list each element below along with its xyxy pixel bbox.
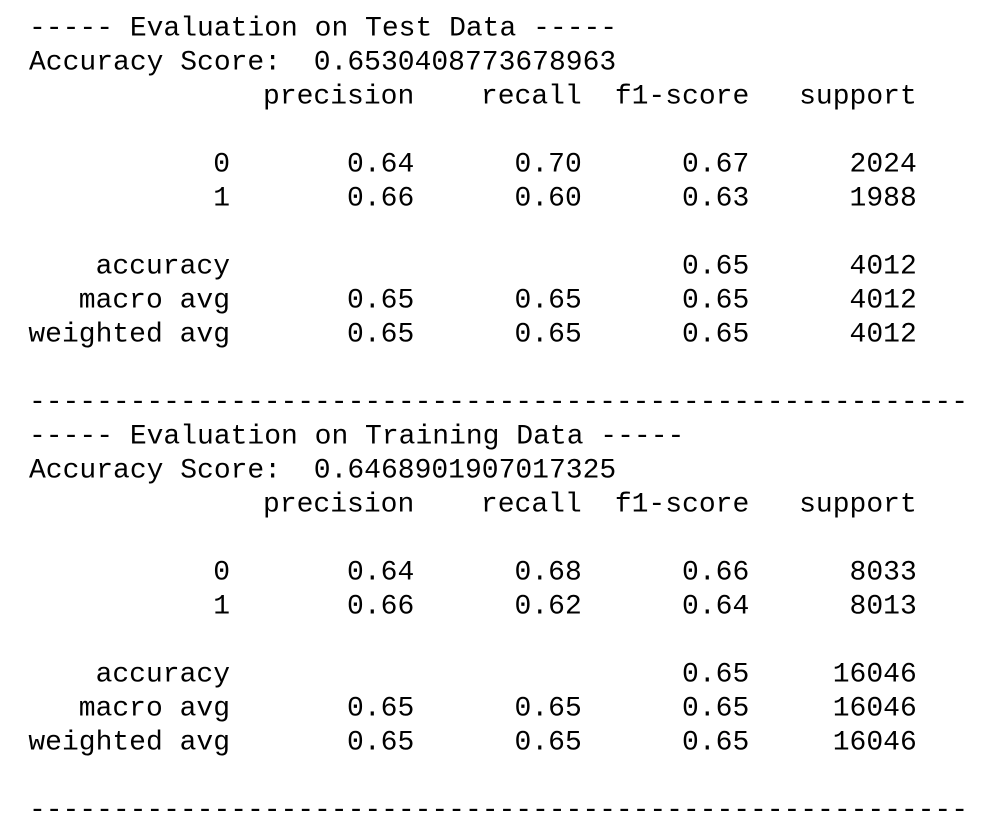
cell-value: 0.60 xyxy=(515,183,582,214)
cell-value: 4012 xyxy=(850,251,917,282)
cell-value: 0.65 xyxy=(682,727,749,758)
cell-value: 0.65 xyxy=(347,319,414,350)
cell-value: 0.68 xyxy=(515,557,582,588)
cell-value: 0.64 xyxy=(347,557,414,588)
row-label: macro avg xyxy=(79,285,230,316)
cell-value: 8013 xyxy=(850,591,917,622)
accuracy-label: Accuracy Score: xyxy=(29,47,281,78)
cell-value: 0.67 xyxy=(682,149,749,180)
column-header: precision xyxy=(263,81,414,112)
row-label: accuracy xyxy=(96,251,230,282)
cell-value: 0.66 xyxy=(682,557,749,588)
column-header: f1-score xyxy=(615,81,749,112)
cell-value: 4012 xyxy=(850,319,917,350)
cell-value: 0.65 xyxy=(682,659,749,690)
row-label: weighted avg xyxy=(28,727,230,758)
cell-value: 0.65 xyxy=(515,727,582,758)
cell-value: 0.63 xyxy=(682,183,749,214)
row-label: 0 xyxy=(213,149,230,180)
cell-value: 0.64 xyxy=(347,149,414,180)
cell-value: 0.64 xyxy=(682,591,749,622)
cell-value: 4012 xyxy=(850,285,917,316)
column-header: support xyxy=(799,489,917,520)
separator: ----------------------------------------… xyxy=(29,387,968,418)
cell-value: 16046 xyxy=(833,693,917,724)
accuracy-value: 0.6530408773678963 xyxy=(314,47,616,78)
cell-value: 0.65 xyxy=(682,251,749,282)
row-label: 1 xyxy=(213,183,230,214)
cell-value: 0.66 xyxy=(347,591,414,622)
cell-value: 1988 xyxy=(850,183,917,214)
column-header: recall xyxy=(481,81,582,112)
row-label: weighted avg xyxy=(28,319,230,350)
cell-value: 0.65 xyxy=(682,319,749,350)
row-label: 0 xyxy=(213,557,230,588)
cell-value: 0.70 xyxy=(515,149,582,180)
cell-value: 0.65 xyxy=(347,285,414,316)
cell-value: 0.65 xyxy=(515,285,582,316)
column-header: f1-score xyxy=(615,489,749,520)
cell-value: 8033 xyxy=(850,557,917,588)
column-header: precision xyxy=(263,489,414,520)
section-title: ----- Evaluation on Test Data ----- xyxy=(29,13,617,44)
column-header: support xyxy=(799,81,917,112)
cell-value: 0.62 xyxy=(515,591,582,622)
cell-value: 0.65 xyxy=(347,727,414,758)
accuracy-label: Accuracy Score: xyxy=(29,455,281,486)
column-header: recall xyxy=(481,489,582,520)
row-label: accuracy xyxy=(96,659,230,690)
cell-value: 0.65 xyxy=(515,319,582,350)
separator: ----------------------------------------… xyxy=(29,795,968,826)
cell-value: 2024 xyxy=(850,149,917,180)
cell-value: 0.66 xyxy=(347,183,414,214)
accuracy-value: 0.6468901907017325 xyxy=(314,455,616,486)
cell-value: 0.65 xyxy=(682,693,749,724)
cell-value: 16046 xyxy=(833,727,917,758)
row-label: macro avg xyxy=(79,693,230,724)
cell-value: 0.65 xyxy=(347,693,414,724)
cell-value: 0.65 xyxy=(682,285,749,316)
row-label: 1 xyxy=(213,591,230,622)
cell-value: 0.65 xyxy=(515,693,582,724)
section-title: ----- Evaluation on Training Data ----- xyxy=(29,421,684,452)
cell-value: 16046 xyxy=(833,659,917,690)
